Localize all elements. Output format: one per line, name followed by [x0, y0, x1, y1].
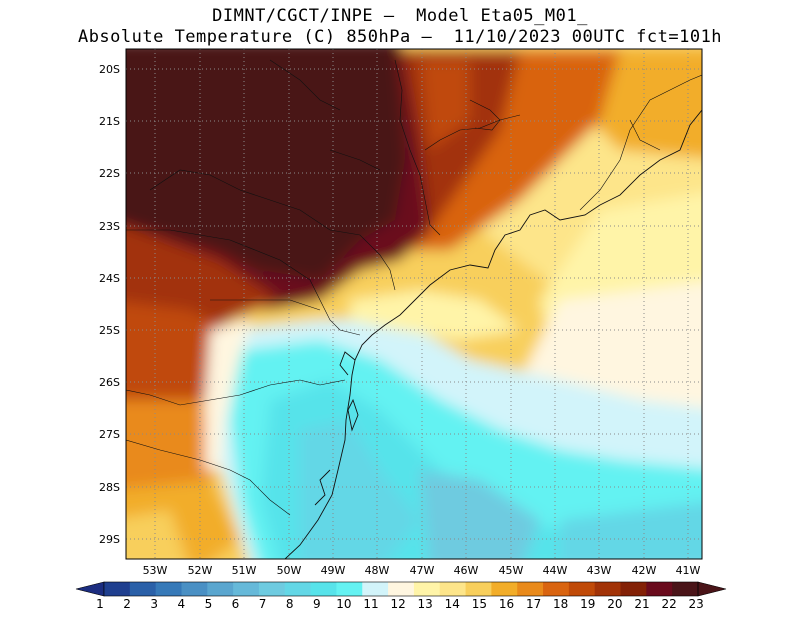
map-title-line2: Absolute Temperature (C) 850hPa — 11/10/… [77, 27, 723, 47]
colorbar-label: 20 [607, 597, 623, 611]
colorbar-swatch [672, 582, 699, 596]
lon-tick-label: 47W [410, 564, 435, 577]
colorbar-swatch [155, 582, 182, 596]
colorbar-label: 11 [363, 597, 379, 611]
colorbar-swatch [207, 582, 234, 596]
colorbar-label: 14 [444, 597, 460, 611]
colorbar-swatch [568, 582, 596, 596]
colorbar-label: 10 [336, 597, 352, 611]
colorbar-label: 8 [285, 597, 294, 611]
colorbar-swatch [517, 582, 544, 596]
lon-tick-label: 48W [365, 564, 390, 577]
lat-tick-label: 20S [99, 63, 120, 76]
colorbar-label: 6 [231, 597, 240, 611]
colorbar-label: 15 [471, 597, 488, 611]
lat-tick-label: 25S [99, 324, 120, 337]
colorbar-label: 17 [525, 597, 542, 611]
colorbar [75, 581, 727, 597]
longitude-axis: 53W 52W 51W 50W 49W 48W 47W 46W 45W 44W … [143, 564, 701, 577]
colorbar-label: 4 [177, 597, 186, 611]
colorbar-swatch [336, 582, 363, 596]
lat-tick-label: 27S [99, 428, 120, 441]
lat-tick-label: 23S [99, 220, 120, 233]
colorbar-label: 18 [553, 597, 569, 611]
lat-tick-label: 24S [99, 272, 120, 285]
lat-tick-label: 21S [99, 115, 120, 128]
map-frame [125, 48, 703, 560]
colorbar-label: 12 [390, 597, 406, 611]
lon-tick-label: 50W [277, 564, 302, 577]
lon-tick-label: 45W [499, 564, 524, 577]
colorbar-label: 1 [96, 597, 104, 611]
colorbar-label: 21 [634, 597, 650, 611]
colorbar-swatch [465, 582, 492, 596]
lat-tick-label: 29S [99, 533, 120, 546]
colorbar-swatch [284, 582, 312, 596]
colorbar-swatch [646, 582, 673, 596]
lon-tick-label: 41W [676, 564, 701, 577]
lon-tick-label: 51W [232, 564, 257, 577]
colorbar-label: 3 [150, 597, 159, 611]
colorbar-swatch [258, 582, 286, 596]
colorbar-swatch [104, 582, 131, 596]
lon-tick-label: 44W [543, 564, 568, 577]
lon-tick-label: 52W [188, 564, 213, 577]
colorbar-frame [103, 581, 699, 597]
colorbar-swatch [388, 582, 415, 596]
colorbar-label: 13 [417, 597, 433, 611]
lon-tick-label: 46W [454, 564, 479, 577]
lon-tick-label: 53W [143, 564, 168, 577]
lon-tick-label: 43W [587, 564, 612, 577]
lon-tick-label: 42W [632, 564, 657, 577]
colorbar-swatch [620, 582, 647, 596]
lat-tick-label: 26S [99, 376, 120, 389]
state-borders [126, 59, 702, 516]
colorbar-swatch [233, 582, 260, 596]
colorbar-label: 9 [312, 597, 321, 611]
colorbar-label: 19 [580, 597, 596, 611]
colorbar-label: 2 [123, 597, 131, 611]
colorbar-label: 22 [661, 597, 677, 611]
colorbar-swatch [129, 582, 157, 596]
colorbar-label: 16 [498, 597, 515, 611]
lat-tick-label: 22S [99, 167, 120, 180]
map-title-line1: DIMNT/CGCT/INPE — Model Eta05_M01_ [212, 6, 588, 26]
lat-tick-label: 28S [99, 481, 120, 494]
map-grid [126, 49, 702, 559]
colorbar-swatch [310, 582, 337, 596]
colorbar-label: 5 [204, 597, 213, 611]
colorbar-swatch [594, 582, 622, 596]
colorbar-swatch [362, 582, 389, 596]
lon-tick-label: 49W [321, 564, 346, 577]
latitude-axis: 20S 21S 22S 23S 24S 25S 26S 27S 28S 29S [99, 63, 120, 546]
colorbar-swatch [543, 582, 570, 596]
colorbar-label: 23 [688, 597, 704, 611]
colorbar-right-arrow [697, 581, 727, 597]
colorbar-left-arrow [75, 581, 105, 597]
colorbar-label: 7 [258, 597, 267, 611]
colorbar-swatch [413, 582, 441, 596]
temperature-field [126, 49, 702, 559]
colorbar-swatch [491, 582, 518, 596]
colorbar-swatch [181, 582, 208, 596]
coastline [284, 109, 702, 559]
colorbar-swatch [439, 582, 467, 596]
